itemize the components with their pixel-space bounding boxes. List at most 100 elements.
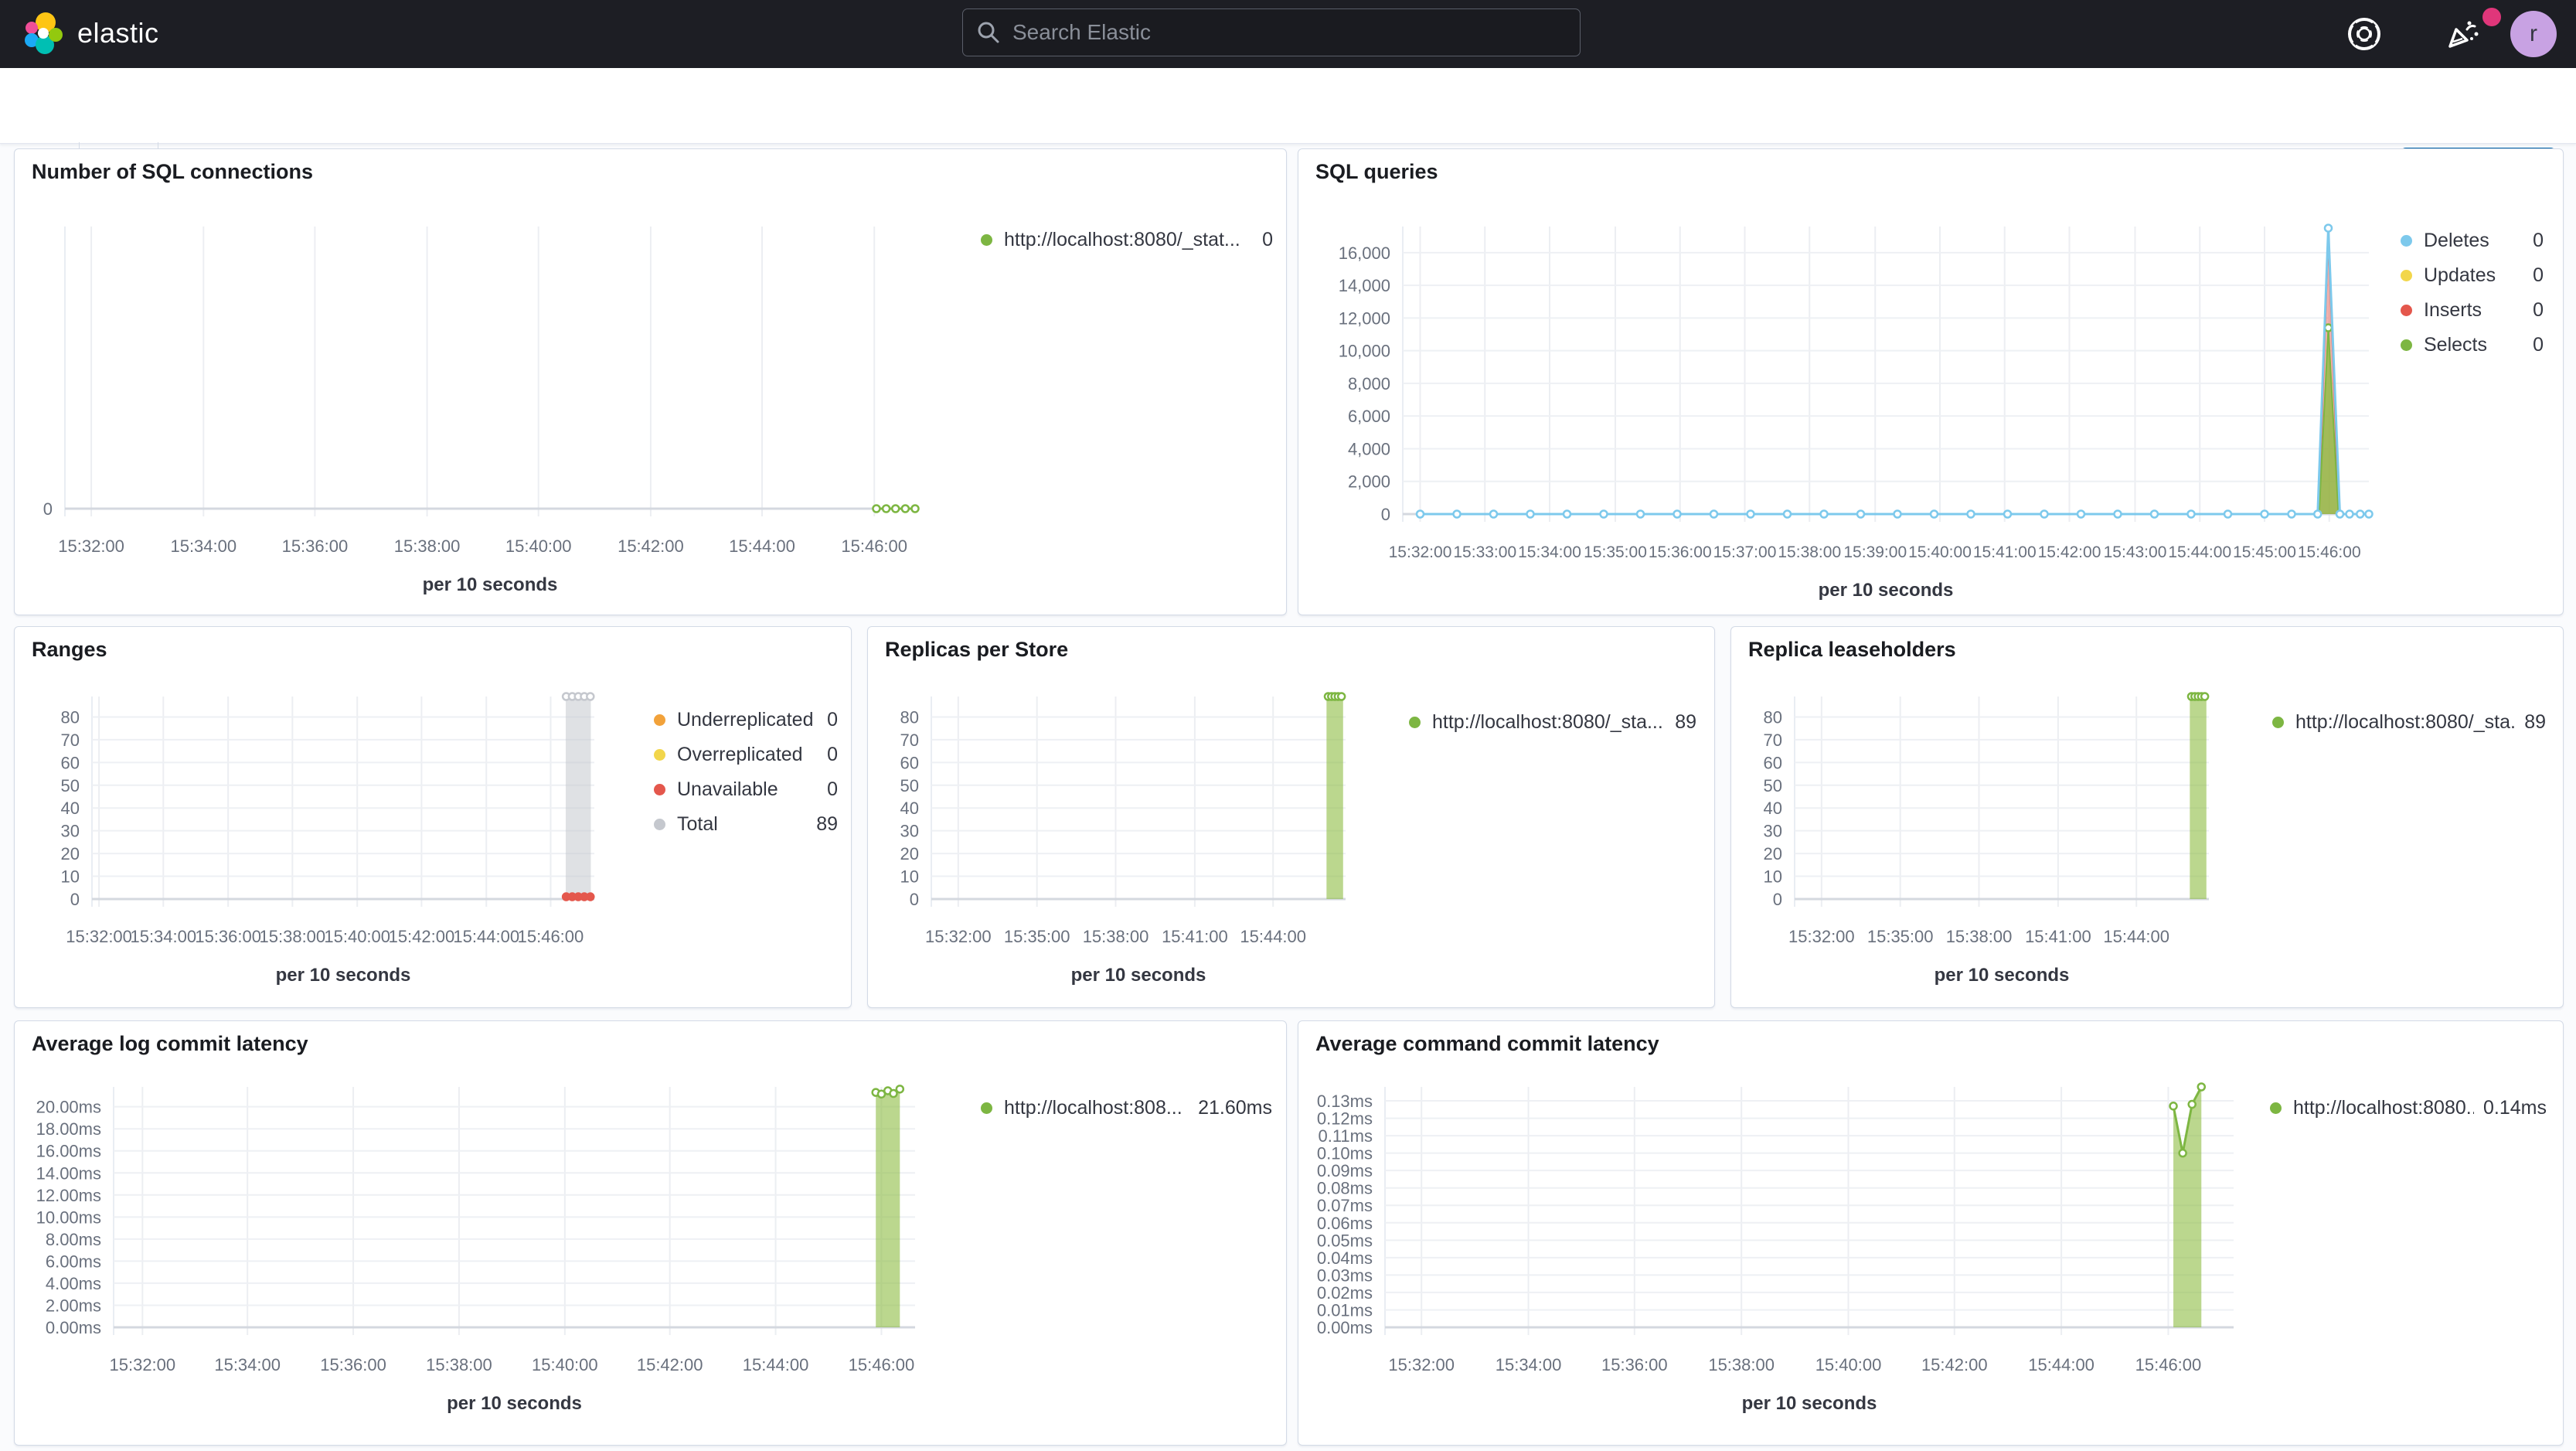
svg-text:0.02ms: 0.02ms [1317,1283,1373,1303]
series-leaseholders [2190,697,2207,899]
series-log-commit [871,1085,905,1327]
legend-item[interactable]: Unavailable 0 [654,778,838,801]
legend-dot-icon [654,818,665,830]
svg-text:15:40:00: 15:40:00 [1908,543,1972,561]
svg-text:40: 40 [61,799,80,818]
svg-text:15:38:00: 15:38:00 [1083,927,1149,946]
svg-text:80: 80 [61,707,80,727]
legend-item[interactable]: Overreplicated 0 [654,743,838,766]
sql-queries-chart[interactable]: 0 2,000 4,000 6,000 8,000 10,000 12,000 14,000 1… [1298,149,2563,615]
svg-text:4,000: 4,000 [1348,439,1390,458]
svg-text:40: 40 [900,799,919,818]
search-input[interactable] [1011,19,1566,46]
y-axis: 0 [43,499,53,519]
legend-dot-icon [2270,1102,2282,1114]
legend-item[interactable]: Selects 0 [2401,333,2544,356]
svg-text:15:41:00: 15:41:00 [1162,927,1228,946]
x-axis: 15:32:00 15:34:00 15:36:00 15:38:00 15:40:00… [1388,1355,2201,1414]
svg-text:70: 70 [1764,731,1782,750]
series-cmd-commit [2169,1082,2207,1327]
newsfeed-icon[interactable] [2444,15,2481,53]
svg-text:15:38:00: 15:38:00 [260,927,326,946]
avg-log-commit-latency-chart[interactable]: 0.00ms 2.00ms 4.00ms 6.00ms 8.00ms 10.00ms 12.… [15,1021,1286,1445]
svg-text:15:32:00: 15:32:00 [58,536,124,556]
legend-item[interactable]: http://localhost:8080/_sta... 89 [2272,710,2546,734]
svg-text:15:32:00: 15:32:00 [925,927,992,946]
legend-item[interactable]: http://localhost:808... 21.60ms [981,1096,1272,1119]
panel-average-command-commit-latency: Average command commit latency 0.00ms 0.0… [1298,1020,2564,1446]
global-search[interactable] [962,9,1581,56]
svg-text:15:36:00: 15:36:00 [320,1355,386,1374]
legend-item[interactable]: Total 89 [654,812,838,836]
legend-value: 0 [2533,298,2544,321]
legend-item[interactable]: Underreplicated 0 [654,708,838,731]
legend-value: 0 [827,778,838,800]
svg-text:15:42:00: 15:42:00 [637,1355,703,1374]
svg-text:0: 0 [70,890,80,909]
svg-text:14.00ms: 14.00ms [36,1163,101,1183]
brand-wordmark: elastic [77,17,159,49]
help-icon[interactable] [2346,15,2383,53]
x-axis-label: per 10 seconds [1935,965,2070,986]
elastic-brand[interactable]: elastic [22,11,159,56]
legend-dot-icon [981,233,992,246]
panel-title: Average command commit latency [1315,1032,1659,1055]
ranges-chart[interactable]: 0 10 20 30 40 50 60 70 80 15:32:00 15:34:00 15:36:0… [15,627,851,1007]
panel-replica-leaseholders: Replica leaseholders 0 10 20 30 40 50 60 70 80 15… [1730,626,2564,1008]
svg-text:15:41:00: 15:41:00 [2025,927,2091,946]
legend-label: Underreplicated [677,708,814,731]
sql-connections-chart[interactable]: 0 15:32:00 15:34:00 15:36:00 15:38:00 15:40:0… [15,149,1286,615]
svg-text:15:44:00: 15:44:00 [1240,927,1306,946]
legend-value: 89 [1675,710,1696,733]
panel-replicas-per-store: Replicas per Store 0 10 20 30 40 50 60 70 80 15:3… [867,626,1715,1008]
panel-title: Average log commit latency [32,1032,308,1055]
replica-leaseholders-chart[interactable]: 0 10 20 30 40 50 60 70 80 15:32:00 15:35:00 15:38:0… [1731,627,2563,1007]
user-avatar[interactable]: r [2510,11,2557,57]
legend-item[interactable]: http://localhost:8080... 0.14ms [2270,1096,2547,1119]
legend-item[interactable]: Deletes 0 [2401,229,2544,252]
series-leaseholders-markers [2186,692,2210,701]
svg-text:80: 80 [900,707,919,727]
panel-title: Number of SQL connections [32,160,314,183]
svg-text:0.09ms: 0.09ms [1317,1161,1373,1180]
svg-text:30: 30 [61,822,80,841]
legend-item[interactable]: Inserts 0 [2401,298,2544,322]
svg-text:15:32:00: 15:32:00 [1388,1355,1455,1374]
svg-text:15:42:00: 15:42:00 [618,536,684,556]
svg-text:15:38:00: 15:38:00 [426,1355,492,1374]
legend-value: 0 [827,743,838,765]
svg-text:6,000: 6,000 [1348,407,1390,426]
sql-connections-svg: 015:32:00 15:34:00 15:36:00 15:38:00 15:40:0… [43,227,920,595]
grid [64,227,915,516]
y-axis: 0.00ms0.01ms0.02ms0.03ms0.04ms0.05ms0.06… [1317,1092,1373,1337]
replica-leaseholders-svg: 0 10 20 30 40 50 60 70 80 15:32:00 15:35:00 15:38:0… [1764,692,2210,986]
svg-text:8.00ms: 8.00ms [46,1230,101,1249]
svg-text:15:46:00: 15:46:00 [849,1355,915,1374]
replicas-per-store-svg: 0 10 20 30 40 50 60 70 80 15:32:00 15:35:00 15:38:0… [900,692,1346,986]
panel-ranges: Ranges 0 10 20 30 40 50 60 70 80 15:32:00 15:34:00… [14,626,852,1008]
svg-text:15:34:00: 15:34:00 [1518,543,1581,561]
legend-item[interactable]: http://localhost:8080/_sta... 89 [1409,710,1696,734]
avg-command-commit-latency-chart[interactable]: 0.00ms 0.01ms 0.02ms 0.03ms 0.04ms 0.05ms 0.06… [1298,1021,2563,1445]
svg-text:15:42:00: 15:42:00 [1921,1355,1988,1374]
svg-text:0.01ms: 0.01ms [1317,1300,1373,1320]
svg-text:15:42:00: 15:42:00 [389,927,455,946]
grid [1794,697,2209,907]
x-axis: 15:32:00 15:35:00 15:38:00 15:41:00 15:44:00… [1788,927,2169,986]
svg-text:30: 30 [1764,822,1782,841]
panel-title: Replica leaseholders [1748,638,1956,661]
legend: Underreplicated 0 Overreplicated 0 Unavailab… [654,708,838,836]
legend: http://localhost:8080/_sta... 89 [2272,710,2546,734]
svg-text:15:36:00: 15:36:00 [282,536,349,556]
elastic-logo-icon [25,12,63,54]
svg-text:15:40:00: 15:40:00 [324,927,390,946]
series-Total-markers [561,692,595,701]
legend-item[interactable]: http://localhost:8080/_stat... 0 [981,228,1273,251]
svg-text:0.06ms: 0.06ms [1317,1214,1373,1233]
svg-text:15:46:00: 15:46:00 [2298,543,2361,561]
x-axis-label: per 10 seconds [423,574,558,595]
legend-item[interactable]: Updates 0 [2401,264,2544,287]
legend-dot-icon [1409,716,1421,728]
replicas-per-store-chart[interactable]: 0 10 20 30 40 50 60 70 80 15:32:00 15:35:00 15:38:0… [868,627,1714,1007]
legend-label: http://localhost:8080/_sta... [2295,710,2516,733]
